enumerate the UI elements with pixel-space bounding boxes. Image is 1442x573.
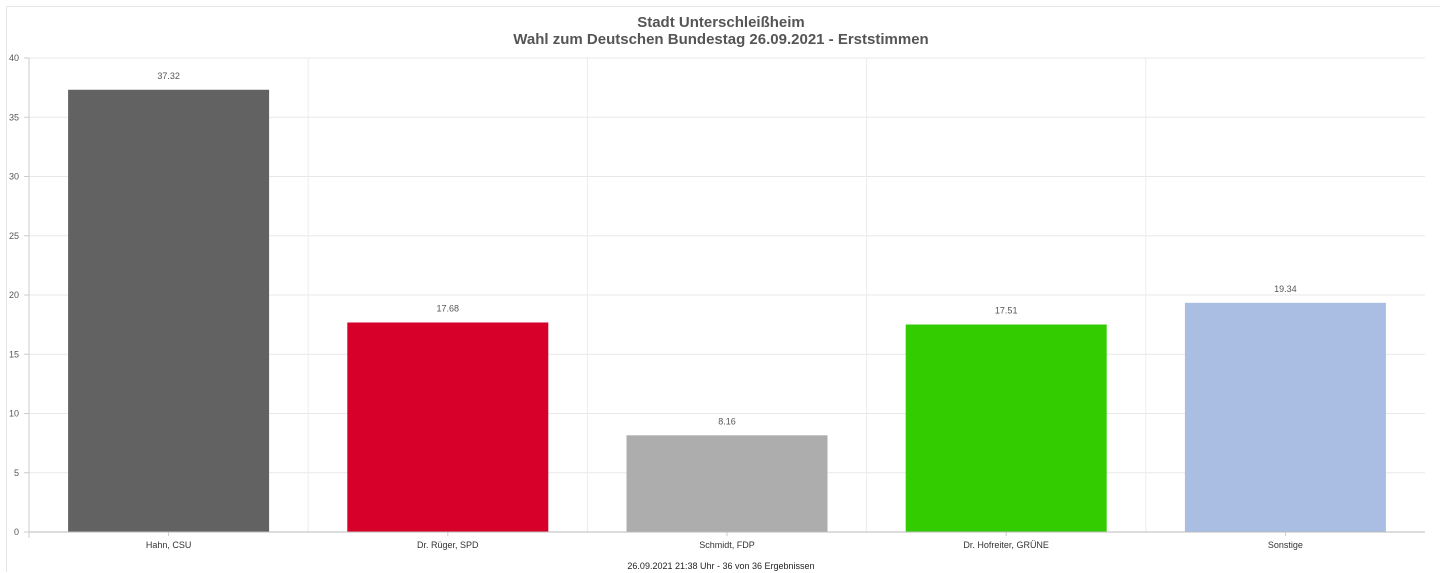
bar: [68, 89, 270, 533]
x-category-label: Schmidt, FDP: [699, 540, 755, 550]
bar-value-label: 8.16: [718, 416, 736, 426]
chart-subtitle: Wahl zum Deutschen Bundestag 26.09.2021 …: [513, 31, 929, 48]
y-tick-label: 40: [9, 53, 19, 63]
x-category-label: Hahn, CSU: [146, 540, 192, 550]
y-tick-label: 5: [14, 468, 19, 478]
chart-frame: [6, 6, 1440, 572]
y-tick-label: 25: [9, 231, 19, 241]
chart-footer: 26.09.2021 21:38 Uhr - 36 von 36 Ergebni…: [627, 561, 815, 571]
x-category-label: Dr. Hofreiter, GRÜNE: [963, 540, 1049, 550]
x-category-label: Dr. Rüger, SPD: [417, 540, 479, 550]
bar: [626, 435, 828, 532]
bar-value-label: 19.34: [1274, 284, 1297, 294]
bar-value-label: 17.68: [437, 303, 460, 313]
y-tick-label: 0: [14, 527, 19, 537]
chart-title: Stadt Unterschleißheim: [637, 14, 805, 31]
bar: [347, 322, 549, 532]
y-tick-label: 15: [9, 349, 19, 359]
bar: [1184, 302, 1386, 532]
y-tick-label: 30: [9, 172, 19, 182]
y-tick-label: 20: [9, 290, 19, 300]
bar: [905, 324, 1107, 532]
y-tick-label: 10: [9, 409, 19, 419]
x-category-label: Sonstige: [1268, 540, 1303, 550]
bar-value-label: 37.32: [157, 71, 180, 81]
bar-value-label: 17.51: [995, 306, 1018, 316]
y-tick-label: 35: [9, 112, 19, 122]
